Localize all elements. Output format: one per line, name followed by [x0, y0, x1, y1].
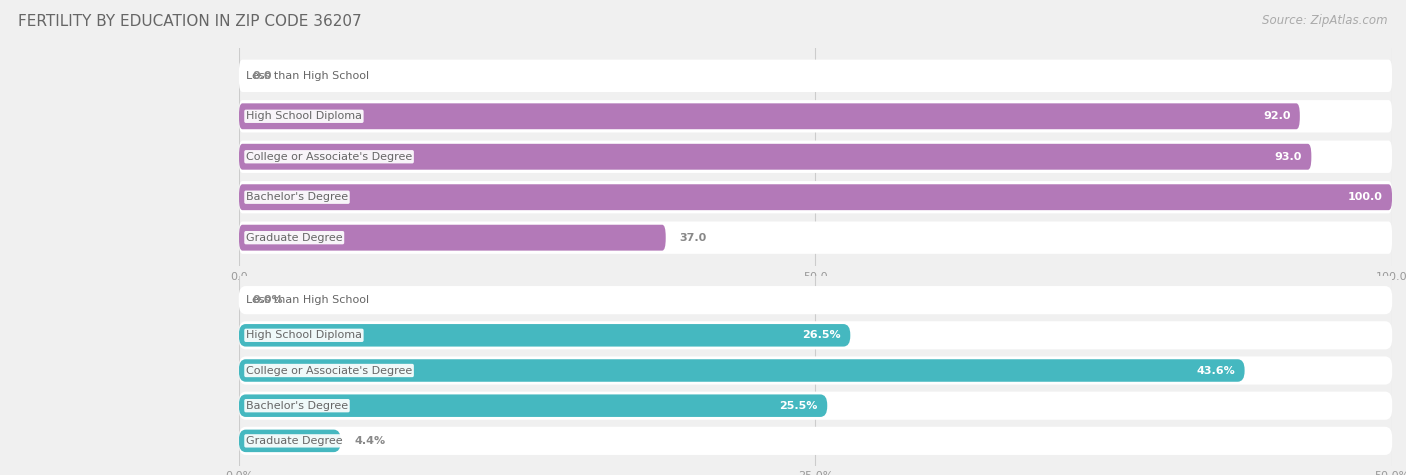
FancyBboxPatch shape — [239, 104, 1299, 129]
Text: Bachelor's Degree: Bachelor's Degree — [246, 401, 349, 411]
Text: 4.4%: 4.4% — [354, 436, 385, 446]
Text: Graduate Degree: Graduate Degree — [246, 436, 343, 446]
FancyBboxPatch shape — [239, 60, 1392, 92]
FancyBboxPatch shape — [239, 286, 1392, 314]
Text: 100.0: 100.0 — [1348, 192, 1382, 202]
Text: 26.5%: 26.5% — [803, 330, 841, 340]
FancyBboxPatch shape — [239, 356, 1392, 385]
FancyBboxPatch shape — [239, 359, 1244, 382]
Text: 92.0: 92.0 — [1263, 111, 1291, 121]
Text: 25.5%: 25.5% — [779, 401, 818, 411]
FancyBboxPatch shape — [239, 427, 1392, 455]
Text: Source: ZipAtlas.com: Source: ZipAtlas.com — [1263, 14, 1388, 27]
FancyBboxPatch shape — [239, 429, 340, 452]
FancyBboxPatch shape — [239, 221, 1392, 254]
Text: College or Associate's Degree: College or Associate's Degree — [246, 152, 412, 162]
FancyBboxPatch shape — [239, 144, 1312, 170]
Text: Less than High School: Less than High School — [246, 295, 368, 305]
FancyBboxPatch shape — [239, 391, 1392, 420]
Text: 93.0: 93.0 — [1275, 152, 1302, 162]
Text: College or Associate's Degree: College or Associate's Degree — [246, 365, 412, 376]
Text: 0.0%: 0.0% — [253, 295, 284, 305]
FancyBboxPatch shape — [239, 321, 1392, 350]
FancyBboxPatch shape — [239, 141, 1392, 173]
Text: FERTILITY BY EDUCATION IN ZIP CODE 36207: FERTILITY BY EDUCATION IN ZIP CODE 36207 — [18, 14, 361, 29]
FancyBboxPatch shape — [239, 324, 851, 347]
FancyBboxPatch shape — [239, 100, 1392, 133]
FancyBboxPatch shape — [239, 225, 665, 251]
Text: Graduate Degree: Graduate Degree — [246, 233, 343, 243]
FancyBboxPatch shape — [239, 181, 1392, 213]
FancyBboxPatch shape — [239, 184, 1392, 210]
Text: 37.0: 37.0 — [679, 233, 707, 243]
Text: High School Diploma: High School Diploma — [246, 330, 361, 340]
Text: Less than High School: Less than High School — [246, 71, 368, 81]
Text: Bachelor's Degree: Bachelor's Degree — [246, 192, 349, 202]
Text: 0.0: 0.0 — [253, 71, 273, 81]
Text: 43.6%: 43.6% — [1197, 365, 1234, 376]
Text: High School Diploma: High School Diploma — [246, 111, 361, 121]
FancyBboxPatch shape — [239, 394, 827, 417]
